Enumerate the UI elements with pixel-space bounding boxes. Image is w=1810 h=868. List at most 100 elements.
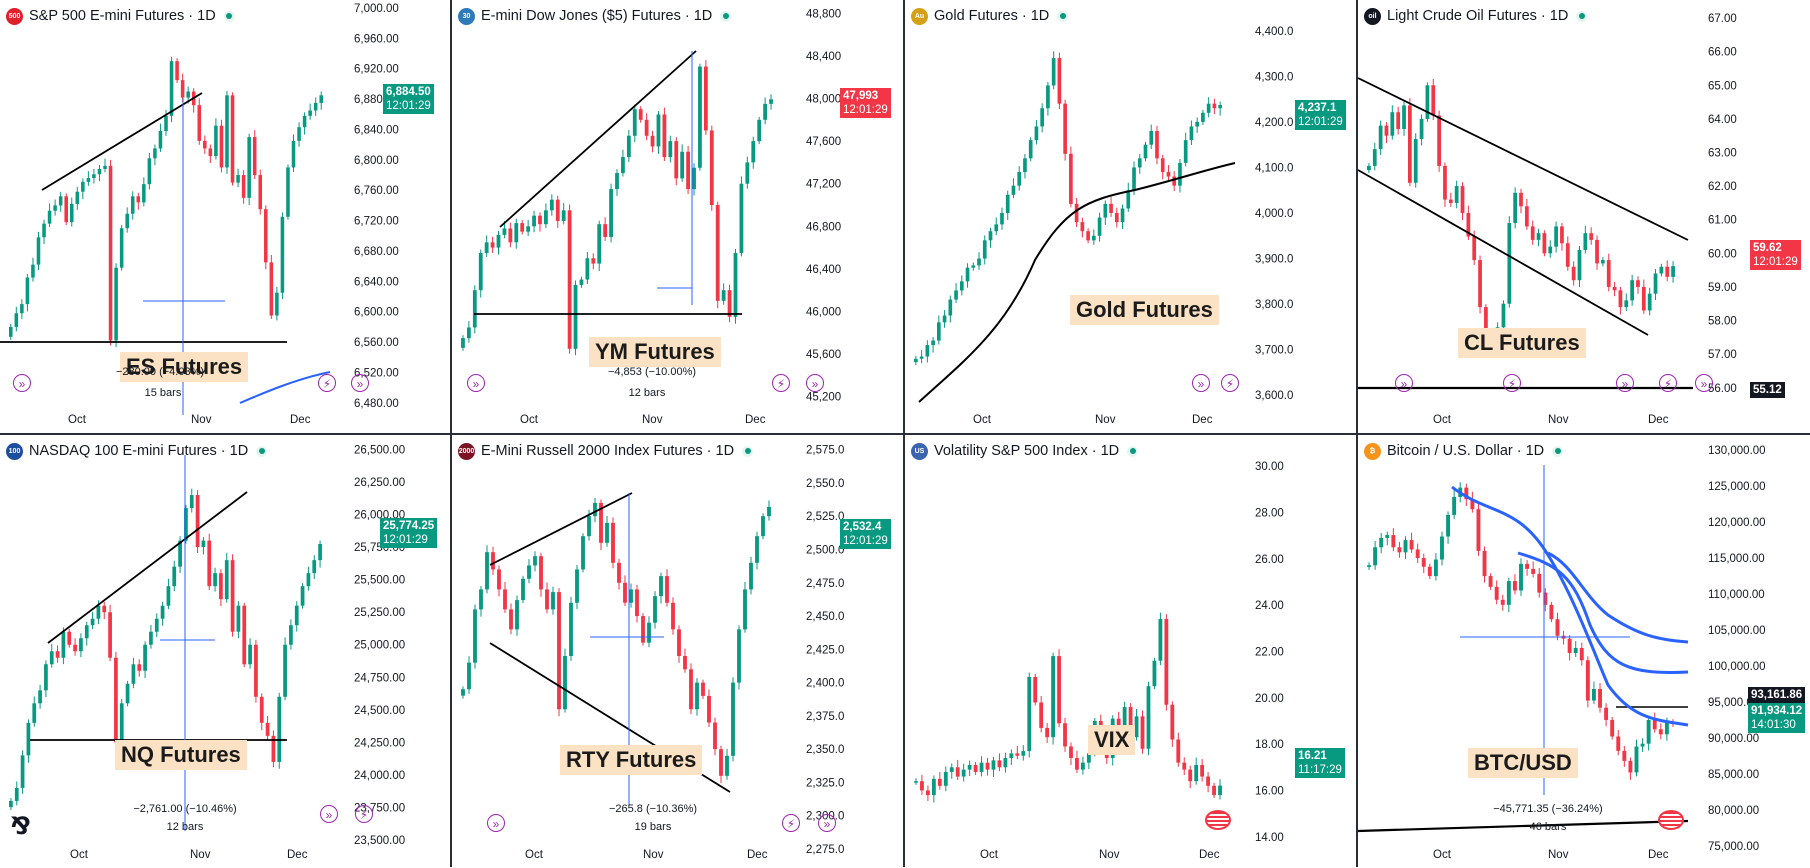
chart-panel-cl[interactable]: 67.00 66.00 65.00 64.00 63.00 62.00 61.00 60.00… [1358, 0, 1810, 433]
trend-line[interactable] [41, 92, 203, 191]
chart-annotation[interactable]: VIX [1088, 725, 1136, 755]
go-to-realtime-icon[interactable]: » [818, 814, 836, 832]
y-tick-label: 66.00 [1708, 47, 1737, 59]
candle [1409, 540, 1414, 550]
candle [719, 749, 723, 776]
candle [1548, 246, 1553, 254]
chart-title[interactable]: Au Gold Futures · 1D [911, 6, 1069, 26]
chart-title[interactable]: 30 E-mini Dow Jones ($5) Futures · 1D [458, 6, 732, 26]
chart-title[interactable]: ₿ Bitcoin / U.S. Dollar · 1D [1364, 441, 1564, 461]
candle [599, 502, 603, 543]
candle [275, 292, 279, 316]
go-to-realtime-icon[interactable]: » [1695, 374, 1713, 392]
chart-panel-vix[interactable]: 30.00 28.00 26.00 24.00 22.00 20.00 18.00 16.00… [905, 435, 1356, 868]
alert-bolt-icon[interactable]: ⚡ [318, 374, 336, 392]
go-to-realtime-icon[interactable]: » [351, 374, 369, 392]
trend-line[interactable] [489, 492, 633, 566]
y-tick-label: 23,500.00 [354, 835, 405, 847]
panel-divider[interactable] [0, 433, 1810, 435]
candle [739, 183, 744, 253]
alert-bolt-icon[interactable]: ⚡ [1659, 374, 1677, 392]
candle [1134, 716, 1139, 738]
candle [125, 683, 130, 704]
y-tick-label: 47,600 [806, 136, 841, 148]
chart-title[interactable]: US Volatility S&P 500 Index · 1D [911, 441, 1139, 461]
candle [515, 600, 519, 630]
x-tick-label: Nov [643, 849, 664, 861]
bar-countdown: 11:17:29 [1298, 764, 1342, 776]
trend-line[interactable] [47, 491, 248, 644]
chart-canvas[interactable]: 30.00 28.00 26.00 24.00 22.00 20.00 18.00 16.00… [905, 435, 1356, 868]
chart-canvas[interactable]: 130,000.00 125,000.00 120,000.00 115,000.00… [1358, 435, 1810, 868]
chart-title[interactable]: oil Light Crude Oil Futures · 1D [1364, 6, 1588, 26]
candle [1549, 604, 1554, 620]
chart-panel-nq[interactable]: 26,500.00 26,250.00 26,000.00 25,750.00 25,5… [0, 435, 451, 868]
chart-panel-btc[interactable]: 130,000.00 125,000.00 120,000.00 115,000.00… [1358, 435, 1810, 868]
candle [674, 141, 679, 179]
candle [641, 616, 645, 643]
candle [1143, 144, 1148, 159]
chart-annotation[interactable]: CL Futures [1458, 328, 1586, 358]
y-tick-label: 3,800.0 [1255, 299, 1293, 311]
candle [1396, 112, 1401, 129]
go-to-realtime-icon[interactable]: » [1395, 374, 1413, 392]
candle [478, 252, 483, 291]
chart-annotation[interactable]: YM Futures [589, 337, 721, 367]
candle [20, 755, 25, 788]
x-tick-label: Dec [745, 414, 766, 426]
chart-title[interactable]: 2000 E-Mini Russell 2000 Index Futures · … [458, 441, 754, 461]
candle [503, 589, 507, 610]
chart-title[interactable]: 500 S&P 500 E-mini Futures · 1D [6, 6, 235, 26]
go-to-realtime-icon[interactable]: » [487, 814, 505, 832]
x-tick-label: Dec [1648, 414, 1669, 426]
chart-annotation[interactable]: NQ Futures [115, 740, 247, 770]
chart-annotation[interactable]: ES Futures [120, 352, 249, 382]
chart-canvas[interactable]: 2,575.0 2,550.0 2,525.0 2,500.0 2,475.0 2,450… [452, 435, 903, 868]
candle [32, 703, 37, 723]
candle [247, 137, 251, 198]
chart-annotation[interactable]: Gold Futures [1070, 295, 1219, 325]
candle [14, 787, 19, 801]
candle [1212, 103, 1217, 109]
chart-panel-ym[interactable]: 48,800 48,400 48,000 47,600 47,200 46,800 46,4… [452, 0, 903, 433]
chart-canvas[interactable]: 4,400.0 4,300.0 4,200.0 4,100.0 4,000.0 3,900… [905, 0, 1356, 433]
chart-canvas[interactable]: 7,000.006,960.006,920.006,880.006,840.00… [0, 0, 451, 433]
go-to-realtime-icon[interactable]: » [806, 374, 824, 392]
candle [626, 135, 631, 158]
chart-panel-es[interactable]: 7,000.00 6,960.00 6,920.00 6,880.00 6,840.00… [0, 0, 451, 433]
chart-panel-rty[interactable]: 2,575.0 2,550.0 2,525.0 2,500.0 2,475.0 2,450… [452, 435, 903, 868]
alert-bolt-icon[interactable]: ⚡ [782, 814, 800, 832]
go-to-realtime-icon[interactable]: » [320, 805, 338, 823]
y-tick-label: 95,000.00 [1708, 697, 1759, 709]
alert-bolt-icon[interactable]: ⚡ [1221, 374, 1239, 392]
candle [20, 304, 24, 314]
trend-line[interactable] [1358, 77, 1689, 241]
candle [92, 174, 96, 179]
candle [114, 267, 118, 341]
candle [158, 131, 163, 149]
alert-bolt-icon[interactable]: ⚡ [355, 805, 373, 823]
alert-bolt-icon[interactable]: ⚡ [772, 374, 790, 392]
candle [318, 544, 322, 561]
go-to-realtime-icon[interactable]: » [13, 374, 31, 392]
chart-canvas[interactable]: 67.00 66.00 65.00 64.00 63.00 62.00 61.00 60.00… [1358, 0, 1810, 433]
candle [1443, 165, 1447, 200]
chart-annotation[interactable]: BTC/USD [1468, 748, 1578, 778]
chart-title[interactable]: 100 NASDAQ 100 E-mini Futures · 1D [6, 441, 268, 461]
go-to-realtime-icon[interactable]: » [467, 374, 485, 392]
candle [692, 167, 696, 190]
trend-line[interactable] [1358, 169, 1649, 336]
candle [1536, 233, 1541, 240]
chart-canvas[interactable]: 48,800 48,400 48,000 47,600 47,200 46,800 46,4… [452, 0, 903, 433]
trend-line[interactable] [1358, 819, 1689, 833]
go-to-realtime-icon[interactable]: » [1192, 374, 1210, 392]
go-to-realtime-icon[interactable]: » [1616, 374, 1634, 392]
candle [108, 612, 112, 658]
market-status-icon [742, 445, 754, 457]
y-tick-label: 24,500.00 [354, 705, 405, 717]
candle [1641, 286, 1646, 311]
trend-line[interactable] [499, 50, 697, 228]
alert-bolt-icon[interactable]: ⚡ [1503, 374, 1521, 392]
chart-panel-gc[interactable]: 4,400.0 4,300.0 4,200.0 4,100.0 4,000.0 3,900… [905, 0, 1356, 433]
chart-annotation[interactable]: RTY Futures [560, 745, 703, 775]
